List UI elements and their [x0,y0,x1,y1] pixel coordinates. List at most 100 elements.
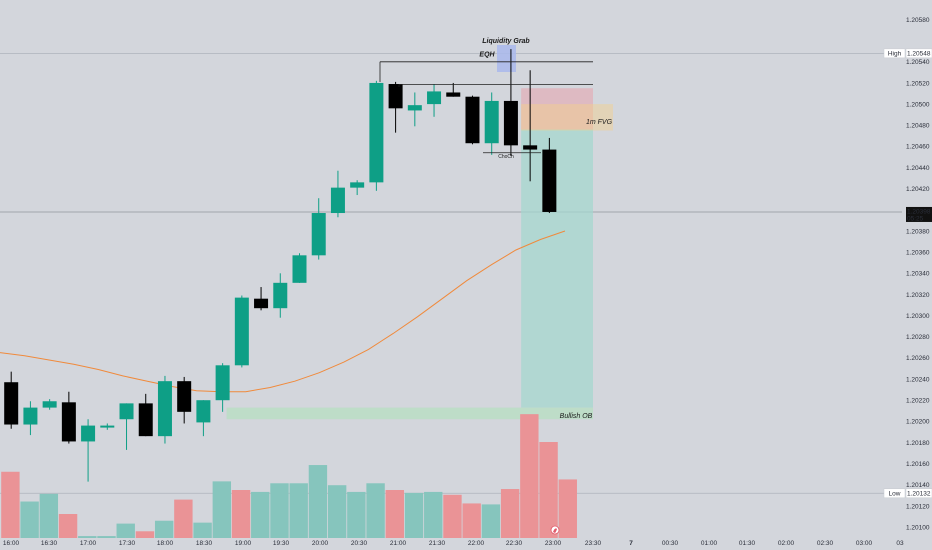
price-tick-label: 1.20220 [906,398,930,405]
candle[interactable] [4,371,19,429]
price-tick-label: 1.20180 [906,440,930,447]
time-tick-label: 20:00 [312,540,329,547]
candle[interactable] [23,401,38,436]
choch-label: ChoCh [498,154,514,160]
time-tick-label: 01:00 [701,540,718,547]
time-tick-label: 19:00 [235,540,252,547]
volume-bar [39,493,59,538]
volume-bar [424,491,443,538]
time-tick-label: 22:00 [468,540,485,547]
time-tick-label: 21:30 [429,540,446,547]
price-tick-label: 1.20340 [906,271,930,278]
candle-body [292,255,307,283]
candle-body [81,425,96,442]
annotation-lines [379,61,593,154]
candle[interactable] [42,399,57,410]
candle-body [427,91,442,105]
candle-body [177,381,192,412]
candle[interactable] [388,81,403,133]
volume-bar [193,522,212,538]
candle[interactable] [465,95,480,145]
time-tick-label: 03 [896,540,904,547]
candle-body [542,149,557,212]
volume-bar [404,492,424,538]
high-tag-text: High [888,51,902,58]
volume-bar [327,485,347,538]
candle-body [234,297,249,366]
candle[interactable] [196,400,211,437]
candle[interactable] [138,393,153,437]
candle-body [138,403,153,437]
volume-bar [558,479,577,538]
volume-bar [20,501,39,538]
candle[interactable] [446,82,461,97]
candlesticks[interactable] [4,49,557,482]
candle-body [465,96,480,144]
price-tick-label: 1.20240 [906,376,930,383]
volume-bar [154,520,174,538]
candle-body [119,403,134,420]
time-axis[interactable]: 16:00 16:30 17:00 17:30 18:00 18:30 19:00 19:30… [3,540,904,547]
candle[interactable] [81,419,96,482]
candle[interactable] [369,80,384,191]
candle-body [369,82,384,183]
low-tag-price-box [905,488,932,499]
candle[interactable] [254,287,269,311]
price-tick-label: 1.20420 [906,186,930,193]
candle-body [61,402,76,442]
candle[interactable] [61,391,76,444]
candle[interactable] [350,180,365,196]
time-tick-label: 21:00 [390,540,407,547]
low-tag: Low 1.20132 [883,488,932,499]
candle[interactable] [407,92,422,127]
candle[interactable] [503,49,518,156]
candle-body [254,298,269,309]
flame-icon [550,525,560,535]
time-tick-label: 00:30 [662,540,679,547]
volume-bar [500,489,520,538]
volume-bar [1,471,20,538]
price-tick-label: 1.20160 [906,461,930,468]
candle[interactable] [311,198,326,260]
candle[interactable] [273,273,288,318]
candle[interactable] [119,403,134,450]
candle[interactable] [215,363,230,412]
volume-bar [481,504,501,538]
volume-bar [520,414,539,538]
candle-body [311,213,326,256]
time-tick-label: 23:00 [545,540,562,547]
volume-bars [1,414,577,538]
annotation-zones [226,45,613,420]
time-tick-label: 16:00 [3,540,20,547]
volume-bar [443,494,462,538]
candle[interactable] [542,137,557,214]
time-tick-label: 19:30 [273,540,290,547]
candle[interactable] [330,170,345,218]
candle-body [42,401,57,408]
time-tick-label: 22:30 [506,540,523,547]
price-tick-label: 1.20300 [906,313,930,320]
volume-bar [308,465,328,538]
candle[interactable] [292,253,307,283]
candle-body [157,381,172,437]
price-tick-label: 1.20380 [906,228,930,235]
price-tick-label: 1.20320 [906,292,930,299]
time-tick-label: 18:30 [196,540,213,547]
candle[interactable] [157,375,172,444]
candle[interactable] [523,70,538,182]
candle[interactable] [484,92,499,155]
price-tick-label: 1.20100 [906,524,930,531]
high-tag: High 1.20548 [883,48,932,59]
price-tick-label: 1.20500 [906,101,930,108]
volume-bar [366,483,385,538]
countdown-value: 05:25 [907,215,924,222]
price-tick-label: 1.20480 [906,123,930,130]
high-tag-price: 1.20548 [907,51,931,58]
price-axis[interactable]: 1.20580 1.20540 1.20520 1.20500 1.20480 1.204… [883,17,932,532]
candle[interactable] [427,84,442,117]
candle[interactable] [234,295,249,368]
candle[interactable] [100,423,115,430]
candle[interactable] [177,376,192,424]
